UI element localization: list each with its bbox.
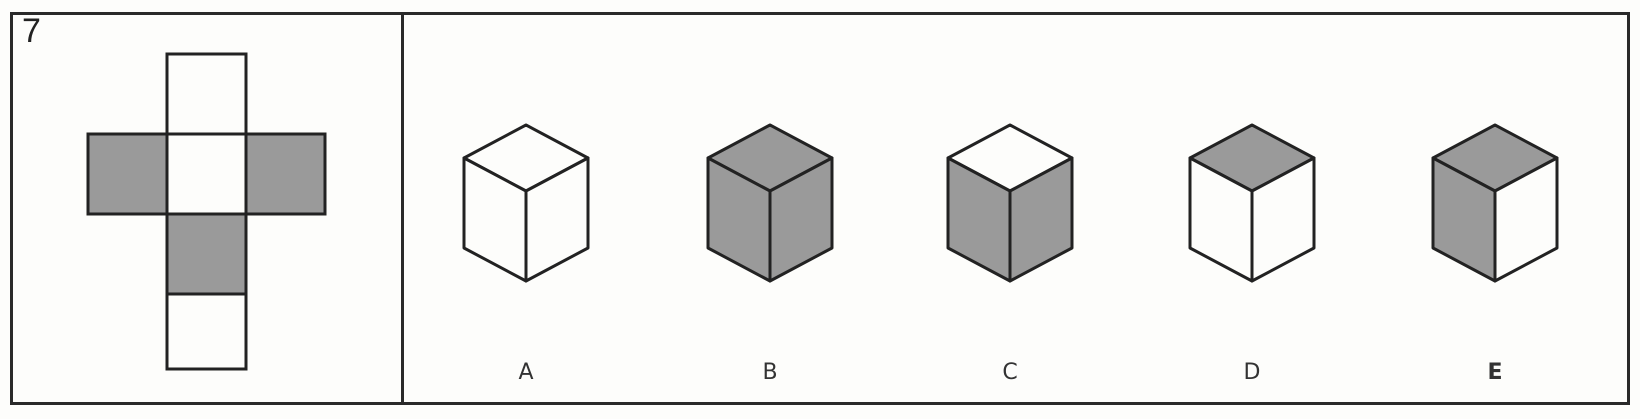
option-cube-e[interactable] xyxy=(1431,123,1559,283)
question-number: 7 xyxy=(22,12,41,50)
option-label-c[interactable]: C xyxy=(1002,360,1018,385)
net-left-face xyxy=(86,132,169,216)
option-cube-b[interactable] xyxy=(706,123,834,283)
option-label-b[interactable]: B xyxy=(762,360,778,385)
option-cube-c[interactable] xyxy=(946,123,1074,283)
option-label-e[interactable]: E xyxy=(1487,360,1503,385)
cube-net xyxy=(86,52,327,371)
answer-cubes xyxy=(462,123,1559,283)
net-bottom-face xyxy=(165,292,248,371)
puzzle-frame xyxy=(10,12,1630,405)
option-label-a[interactable]: A xyxy=(518,360,534,385)
option-cube-a[interactable] xyxy=(462,123,590,283)
cube-d-right-face xyxy=(1250,156,1316,283)
option-cube-d[interactable] xyxy=(1188,123,1316,283)
cube-e-right-face xyxy=(1493,156,1559,283)
cube-c-right-face xyxy=(1008,156,1074,283)
net-right-face xyxy=(244,132,327,216)
net-lower-face xyxy=(165,212,248,296)
net-center-face xyxy=(165,132,248,216)
cube-a-right-face xyxy=(524,156,590,283)
cube-b-right-face xyxy=(768,156,834,283)
panel-divider xyxy=(401,12,404,405)
net-top-face xyxy=(165,52,248,136)
option-label-d[interactable]: D xyxy=(1243,360,1261,385)
